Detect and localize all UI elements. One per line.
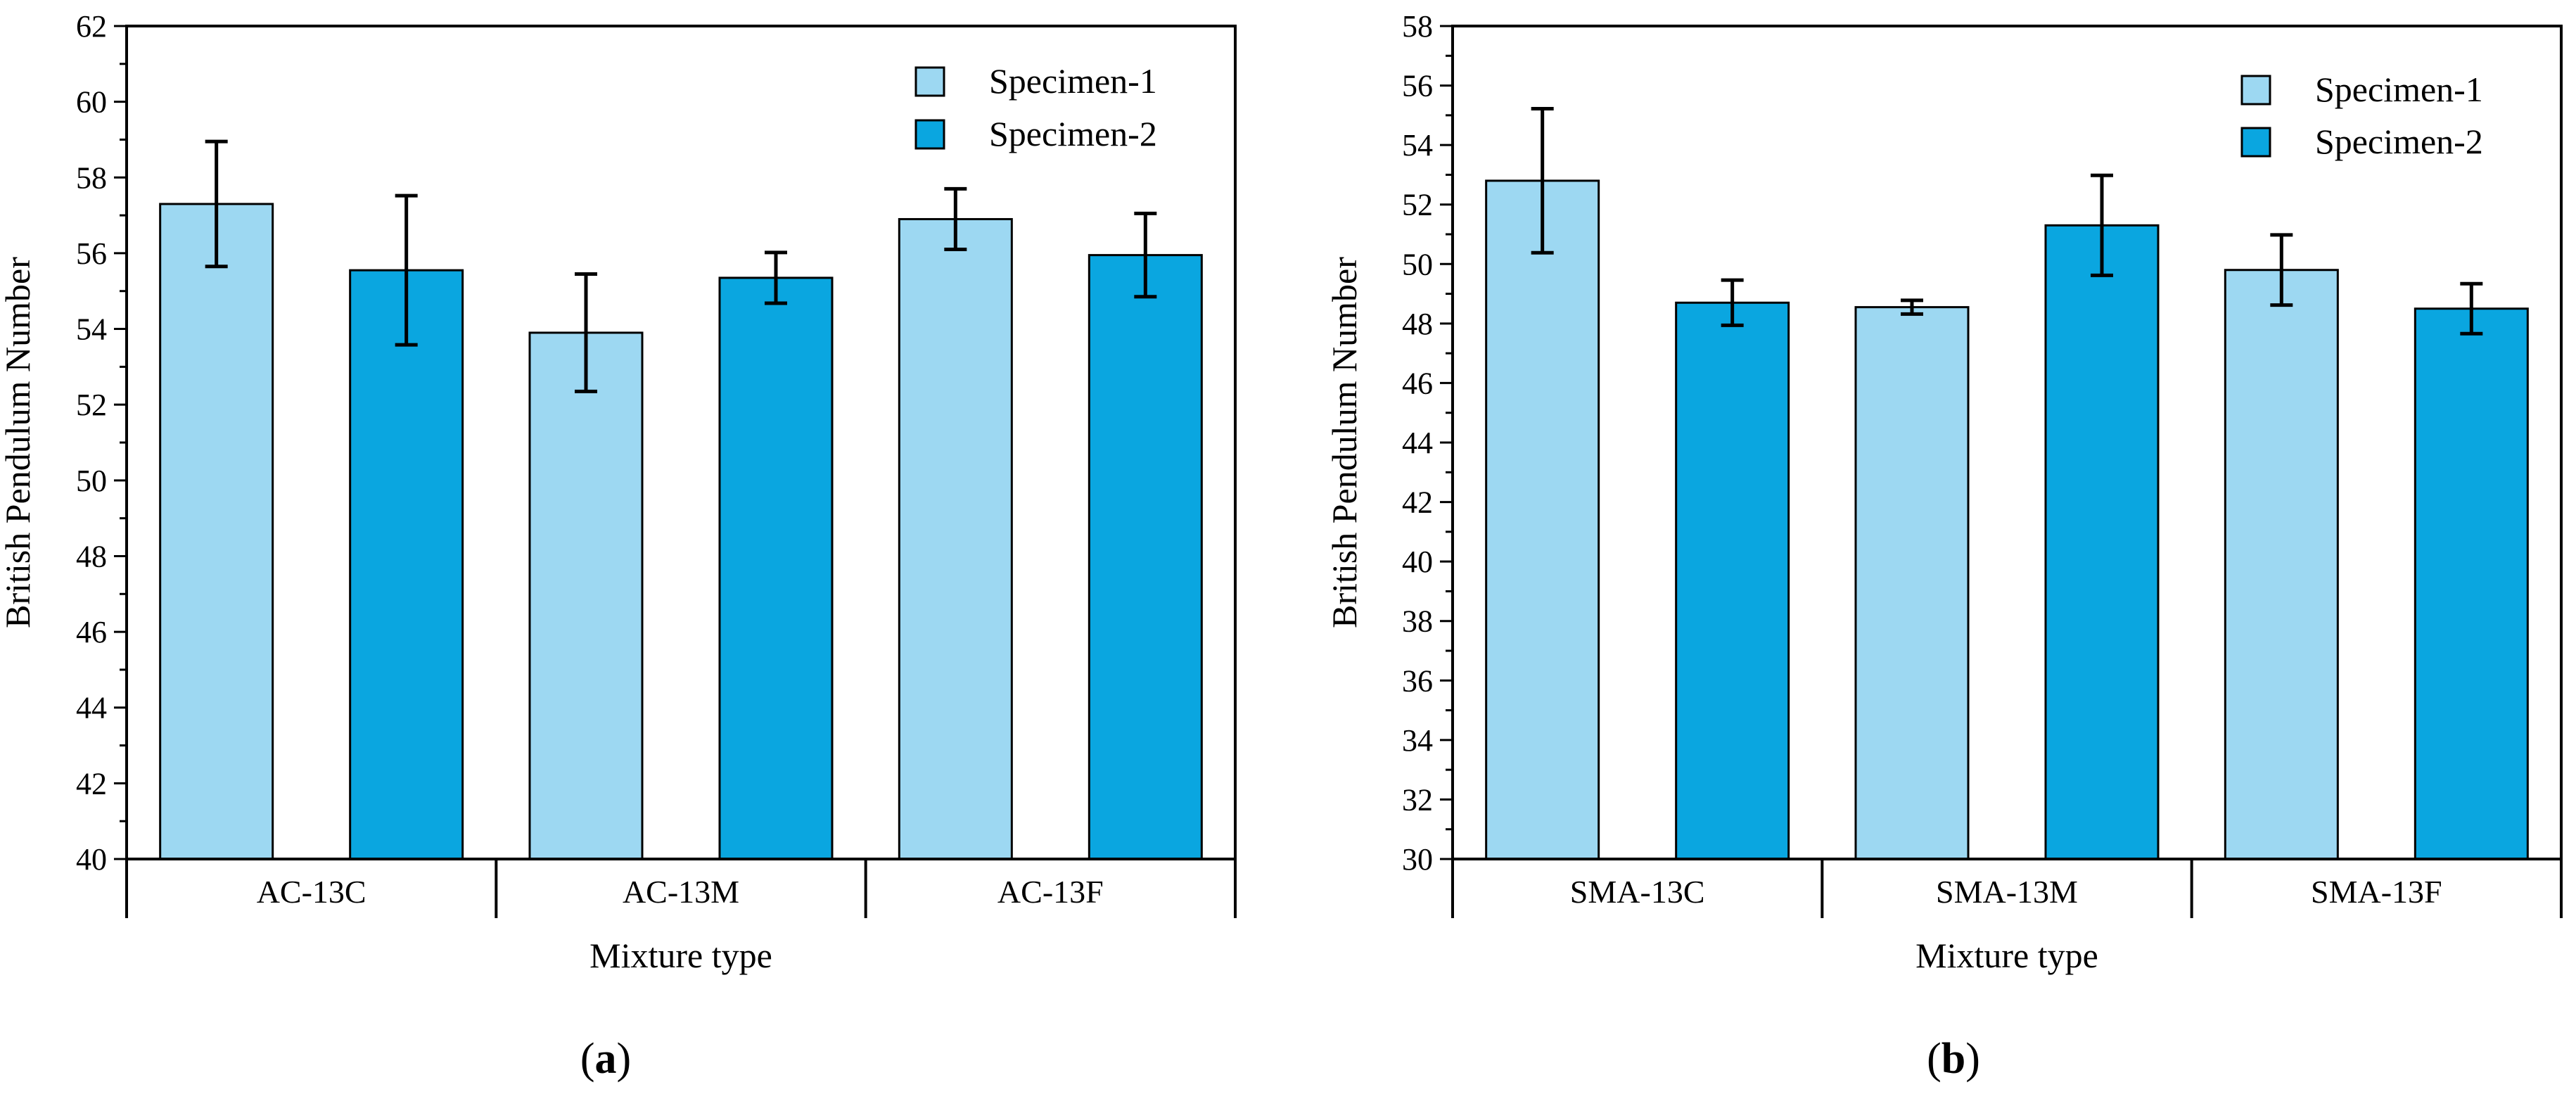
x-category-label: SMA-13C [1570, 874, 1705, 910]
panel-label: (b) [1927, 1035, 1980, 1083]
panel-label-paren: ( [1927, 1035, 1941, 1083]
y-tick-label: 52 [1402, 188, 1433, 222]
chart-panel-a: 40 42 44 46 48 50 52 54 56 58 60 62 AC-13C AC-13M AC-1… [0, 9, 1237, 1083]
y-tick-label: 58 [1402, 9, 1433, 44]
y-tick-label: 48 [1402, 307, 1433, 341]
legend-swatch-specimen-2 [2240, 127, 2271, 158]
bar-specimen-2-sma-13c [1675, 301, 1790, 860]
y-tick-label: 48 [76, 539, 107, 573]
y-tick-label: 62 [76, 9, 107, 44]
y-tick-label: 56 [76, 236, 107, 271]
bar-specimen-1-sma-13c [1485, 179, 1600, 860]
y-tick-label: 50 [76, 464, 107, 498]
y-tick-label: 40 [1402, 545, 1433, 579]
y-tick-label: 42 [1402, 485, 1433, 520]
y-tick-label: 40 [76, 842, 107, 877]
bar-specimen-2-ac-13m [718, 276, 834, 860]
panel-label: (a) [580, 1035, 631, 1083]
y-tick-label: 54 [1402, 128, 1433, 163]
bar-specimen-1-ac-13f [898, 217, 1013, 860]
y-tick-label: 44 [76, 691, 107, 725]
chart-panel-b: 30 32 34 36 38 40 42 44 46 48 50 52 54 56 58 SMA-13C SMA… [1325, 9, 2563, 1083]
panel-label-paren: ( [580, 1035, 595, 1083]
y-tick-label: 36 [1402, 663, 1433, 698]
legend-label-specimen-1: Specimen-1 [989, 61, 1157, 101]
y-tick-label: 44 [1402, 426, 1433, 460]
bar-specimen-1-sma-13m [1854, 306, 1970, 860]
y-tick-label: 34 [1402, 723, 1433, 758]
bar-specimen-2-ac-13c [349, 269, 464, 860]
y-tick-label: 42 [76, 766, 107, 801]
bar-specimen-1-sma-13f [2224, 269, 2339, 860]
legend-label-specimen-1: Specimen-1 [2315, 70, 2483, 109]
y-tick-label: 56 [1402, 69, 1433, 103]
x-category-label: AC-13F [997, 874, 1104, 910]
bar-specimen-2-ac-13f [1088, 254, 1203, 860]
y-axis-label: British Pendulum Number [1325, 257, 1364, 628]
y-tick-label: 32 [1402, 782, 1433, 817]
legend-label-specimen-2: Specimen-2 [989, 114, 1157, 153]
x-category-label: AC-13M [623, 874, 739, 910]
y-tick-label: 38 [1402, 604, 1433, 639]
panel-label-paren: ) [1965, 1035, 1980, 1083]
legend-swatch-specimen-1 [914, 66, 945, 97]
y-tick-label: 50 [1402, 247, 1433, 281]
y-tick-label: 54 [76, 312, 107, 347]
y-tick-label: 30 [1402, 842, 1433, 877]
x-axis-label: Mixture type [1915, 936, 2098, 975]
y-axis-label: British Pendulum Number [0, 257, 37, 628]
x-category-label: AC-13C [257, 874, 366, 910]
panel-label-letter: a [595, 1035, 617, 1083]
bar-specimen-1-ac-13c [159, 203, 274, 860]
y-tick-label: 46 [1402, 366, 1433, 400]
y-tick-label: 60 [76, 85, 107, 120]
panel-label-letter: b [1941, 1035, 1965, 1083]
legend-swatch-specimen-1 [2240, 75, 2271, 106]
x-category-label: SMA-13F [2311, 874, 2442, 910]
y-tick-label: 58 [76, 160, 107, 195]
bar-specimen-2-sma-13f [2414, 307, 2529, 860]
bar-specimen-1-ac-13m [528, 331, 644, 860]
y-tick-label: 52 [76, 388, 107, 422]
legend-swatch-specimen-2 [914, 119, 945, 150]
x-category-label: SMA-13M [1936, 874, 2078, 910]
bar-specimen-2-sma-13m [2044, 224, 2160, 860]
panel-label-paren: ) [617, 1035, 632, 1083]
y-tick-label: 46 [76, 615, 107, 649]
x-axis-label: Mixture type [589, 936, 772, 975]
legend-label-specimen-2: Specimen-2 [2315, 122, 2483, 161]
